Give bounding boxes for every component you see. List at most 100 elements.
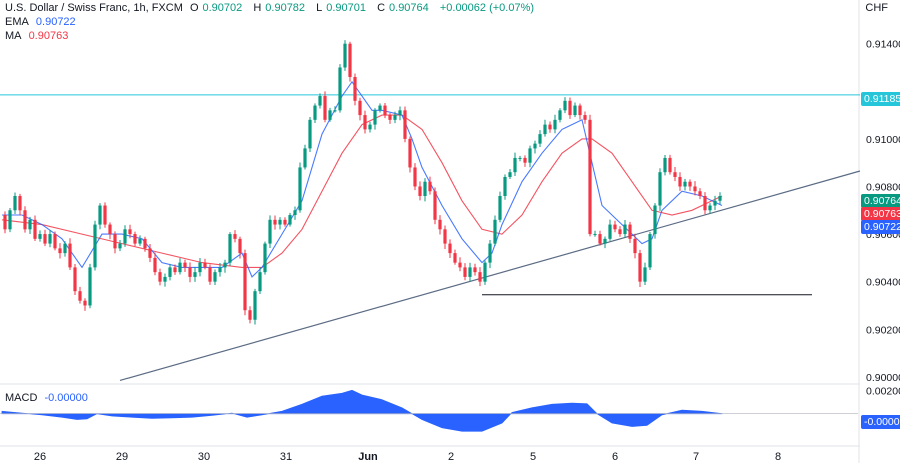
candle-up: [543, 124, 547, 135]
candle-up: [683, 181, 687, 187]
candle-up: [123, 229, 127, 244]
candle-up: [518, 157, 522, 159]
candle-down: [628, 224, 632, 239]
candle-up: [563, 100, 567, 111]
candle-up: [213, 272, 217, 282]
ema-legend[interactable]: EMA 0.90722: [5, 16, 80, 28]
candle-up: [328, 110, 332, 120]
candle-down: [673, 172, 677, 177]
candle-down: [3, 215, 7, 230]
candle-down: [473, 267, 477, 273]
candle-up: [258, 272, 262, 292]
close-value: C 0.90764: [377, 2, 429, 14]
candle-down: [578, 105, 582, 116]
candle-up: [343, 43, 347, 68]
candle-up: [278, 219, 282, 225]
trend-line: [119, 170, 861, 382]
open-value: O 0.90702: [189, 2, 243, 14]
candle-up: [178, 262, 182, 273]
candle-up: [198, 262, 202, 273]
candle-up: [488, 243, 492, 263]
candle-up: [263, 243, 267, 273]
candle-up: [138, 238, 142, 244]
candle-down: [133, 234, 137, 244]
ma-value: 0.90763: [28, 30, 69, 42]
candle-down: [18, 196, 22, 211]
candle-up: [268, 219, 272, 244]
candle-down: [233, 234, 237, 239]
candle-down: [243, 253, 247, 311]
candle-down: [383, 105, 387, 116]
candle-down: [183, 262, 187, 268]
candle-down: [453, 253, 457, 263]
x-tick-label: Jun: [358, 451, 378, 463]
candle-up: [98, 205, 102, 225]
candle-up: [338, 67, 342, 111]
candle-up: [8, 210, 12, 230]
candle-down: [363, 115, 367, 130]
price-levels: [0, 94, 861, 382]
candle-up: [658, 172, 662, 206]
ma-label: MA: [5, 30, 22, 42]
candle-down: [408, 138, 412, 168]
x-tick-label: 31: [280, 451, 292, 463]
candle-down: [73, 267, 77, 292]
candle-down: [413, 167, 417, 187]
candle-down: [248, 310, 252, 320]
candle-up: [513, 157, 517, 173]
candle-down: [53, 234, 57, 249]
candle-up: [713, 200, 717, 206]
x-tick-label: 30: [198, 451, 210, 463]
candle-up: [28, 219, 32, 230]
candle-down: [668, 157, 672, 173]
candle-up: [718, 196, 722, 201]
candle-up: [193, 272, 197, 277]
x-tick-label: 5: [530, 451, 536, 463]
candle-up: [288, 215, 292, 225]
candle-down: [273, 219, 277, 225]
candle-up: [63, 243, 67, 254]
candle-down: [143, 238, 147, 249]
candles: [3, 40, 722, 325]
ema-label: EMA: [5, 16, 29, 28]
change-value: +0.00062 (+0.07%): [439, 2, 535, 14]
macd-value-tag: -0.0000: [861, 415, 900, 429]
x-tick-label: 2: [448, 451, 454, 463]
macd-legend[interactable]: MACD -0.00000: [5, 392, 92, 404]
candle-up: [533, 143, 537, 149]
ma-price-tag: 0.90763: [861, 207, 900, 221]
candle-down: [613, 224, 617, 230]
candle-down: [43, 234, 47, 244]
ma-legend[interactable]: MA 0.90763: [5, 30, 72, 42]
candle-down: [58, 248, 62, 254]
candle-up: [503, 176, 507, 196]
candle-up: [648, 234, 652, 268]
candle-up: [88, 267, 92, 306]
candle-down: [688, 181, 692, 187]
candle-down: [83, 300, 87, 306]
candle-down: [428, 181, 432, 192]
candle-down: [238, 238, 242, 254]
candle-down: [598, 234, 602, 244]
macd-value: -0.00000: [44, 392, 88, 404]
macd-area: [1, 389, 723, 432]
candle-up: [608, 224, 612, 239]
ema-line: [2, 80, 723, 278]
candle-down: [693, 186, 697, 192]
candle-up: [643, 267, 647, 282]
candle-down: [323, 96, 327, 120]
indicator-lines: [1, 80, 723, 278]
candle-up: [603, 238, 607, 244]
candle-down: [128, 229, 132, 235]
candle-up: [708, 205, 712, 211]
candle-down: [153, 257, 157, 273]
symbol-title: U.S. Dollar / Swiss Franc, 1h, FXCM: [5, 2, 183, 14]
candle-down: [638, 253, 642, 282]
candle-up: [393, 115, 397, 120]
candle-down: [443, 229, 447, 244]
